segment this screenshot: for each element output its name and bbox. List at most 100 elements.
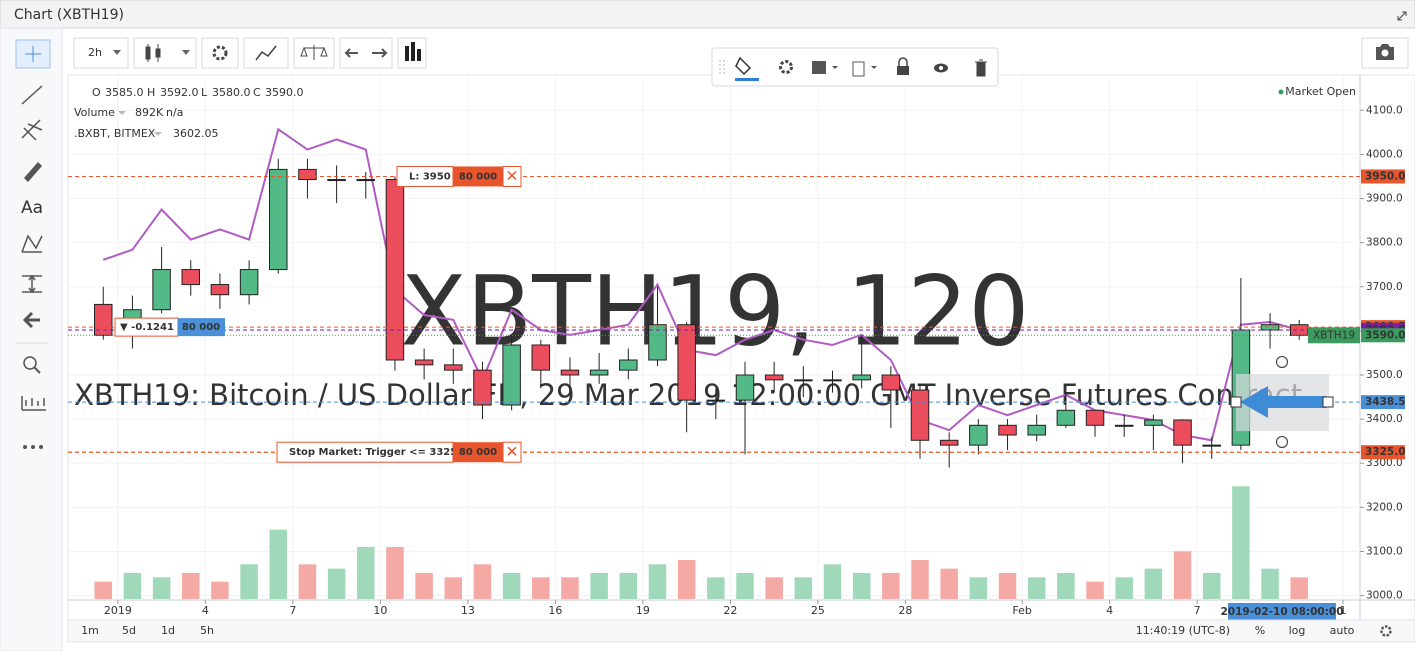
candle-body [298, 168, 317, 181]
x-tick-label: 22 [723, 604, 737, 617]
candle-body [823, 379, 842, 382]
title-bar [0, 0, 1415, 29]
y-tick-label: 3300.0 [1366, 457, 1403, 469]
volume-bar [240, 564, 258, 599]
more-dot[interactable] [39, 445, 43, 449]
arrow-handle[interactable] [1322, 396, 1334, 408]
price-tag-label: 3325.0 [1365, 446, 1406, 458]
remove-tool[interactable] [22, 311, 40, 329]
volume-bar [473, 564, 492, 599]
more-dot[interactable] [23, 445, 27, 449]
bottom-bar [67, 619, 1415, 643]
fib-tool[interactable] [21, 119, 43, 141]
volume-bar [386, 547, 404, 599]
series: 3950.03608.53602.03590.0XBTH193438.53325… [68, 127, 1406, 620]
lock-button[interactable] [897, 66, 909, 75]
position-qty-box[interactable] [178, 318, 225, 337]
pattern-tool[interactable] [21, 234, 43, 253]
more-dot[interactable] [31, 445, 35, 449]
fill-color-button[interactable] [735, 56, 752, 76]
drag-handle[interactable] [719, 60, 725, 76]
candle-body [1144, 419, 1163, 426]
volume-bar [1057, 573, 1075, 599]
text-tool[interactable]: Aa [21, 198, 43, 218]
candle-body [619, 359, 638, 371]
volume-bar [182, 573, 200, 599]
measure-icon[interactable] [21, 396, 46, 411]
order-label: Stop Market: Trigger <= 3325 [289, 447, 457, 458]
candle-body [473, 369, 492, 406]
legend-o: O [92, 86, 101, 99]
interval-button[interactable] [73, 37, 129, 69]
y-tick-label: 3800.0 [1366, 237, 1403, 249]
maximize-icon[interactable] [1397, 11, 1407, 21]
volume-bar [677, 560, 696, 599]
candle-body [152, 269, 171, 311]
measure-tool[interactable] [22, 274, 42, 294]
volume-bar [561, 577, 579, 599]
arrow-handle[interactable] [1276, 356, 1288, 368]
clone-button[interactable] [852, 61, 865, 77]
indicators-button[interactable] [243, 37, 289, 69]
volume-bar [1232, 486, 1250, 599]
market-status: Market Open [1285, 85, 1356, 98]
axis-settings-button[interactable] [1380, 625, 1392, 637]
order-qty-box[interactable] [453, 166, 503, 187]
fill-color-swatch [735, 78, 759, 81]
y-tick-label: 4000.0 [1366, 148, 1403, 160]
range-button[interactable]: 1d [161, 624, 175, 637]
tool-column [0, 27, 63, 652]
candles-icon [145, 44, 161, 62]
delete-button[interactable] [975, 59, 987, 77]
volume-bar [1144, 568, 1163, 599]
x-tick-label: 1 [1339, 604, 1346, 617]
legend-volume-ma: n/a [166, 106, 183, 119]
candle-body [93, 303, 113, 336]
percent-toggle[interactable]: % [1255, 624, 1265, 637]
candle-body [414, 359, 434, 366]
trend-line-tool[interactable] [21, 85, 43, 105]
volume-bar [1027, 577, 1046, 599]
volume-bar [532, 577, 550, 599]
candle-body [181, 269, 201, 286]
volume-bar [648, 564, 667, 599]
candle-body [764, 374, 784, 381]
volume-bar [969, 577, 988, 599]
price-tag [1361, 445, 1405, 460]
legend-close: 3590.0 [265, 86, 304, 99]
brush-tool[interactable] [24, 162, 42, 182]
drawing-toolbar [711, 47, 999, 87]
settings-button[interactable] [201, 37, 239, 69]
log-toggle[interactable]: log [1289, 624, 1306, 637]
volume-bar [911, 560, 929, 599]
legend-volume: Volume [74, 106, 115, 119]
dropdown-arrow [118, 111, 126, 115]
drawing-settings-button[interactable] [779, 60, 793, 74]
arrow-handle[interactable] [1276, 436, 1288, 448]
zoom-tool[interactable] [23, 356, 37, 370]
volume-bar [1173, 551, 1192, 599]
arrow-drawing[interactable] [1240, 386, 1326, 418]
y-tick-label: 3500.0 [1366, 369, 1403, 381]
camera-lens [1381, 49, 1389, 57]
arrow-handle[interactable] [1230, 396, 1242, 408]
layout-icon [405, 42, 421, 61]
candle-body [677, 324, 696, 401]
candle-body [502, 344, 521, 406]
order-qty-box[interactable] [453, 442, 503, 463]
crosshair-time-box [1228, 603, 1336, 620]
auto-toggle[interactable]: auto [1330, 624, 1355, 637]
volume-bar [94, 581, 112, 599]
price-tag-label: 3590.0 [1365, 329, 1406, 341]
visual-order-button[interactable] [812, 61, 826, 74]
range-button[interactable]: 5h [200, 624, 214, 637]
dropdown-arrow [182, 50, 190, 55]
dropdown-arrow [154, 132, 162, 136]
range-button[interactable]: 1m [81, 624, 99, 637]
range-button[interactable]: 5d [122, 624, 136, 637]
candle-body [735, 374, 755, 401]
compare-icon [300, 45, 328, 60]
zoom-handle [33, 366, 41, 374]
legend-l: L [201, 86, 208, 99]
price-tag [1361, 395, 1405, 410]
